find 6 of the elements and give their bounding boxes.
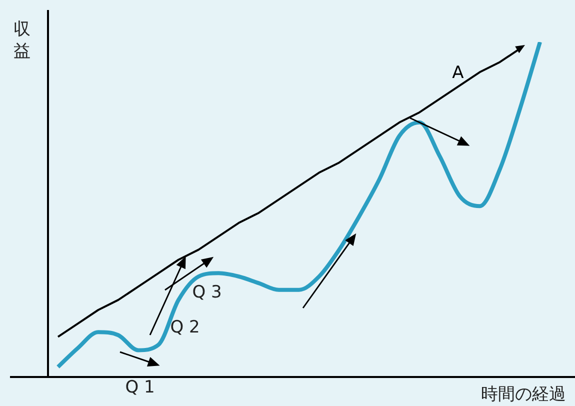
- text: Q 1: [125, 377, 155, 398]
- x-axis-title: 時間の経過: [481, 384, 566, 404]
- y-axis-title: 収益: [14, 19, 30, 62]
- series-label: A: [452, 63, 464, 84]
- annotation: Q 2: [170, 317, 200, 338]
- annotation: Q 3: [192, 282, 222, 302]
